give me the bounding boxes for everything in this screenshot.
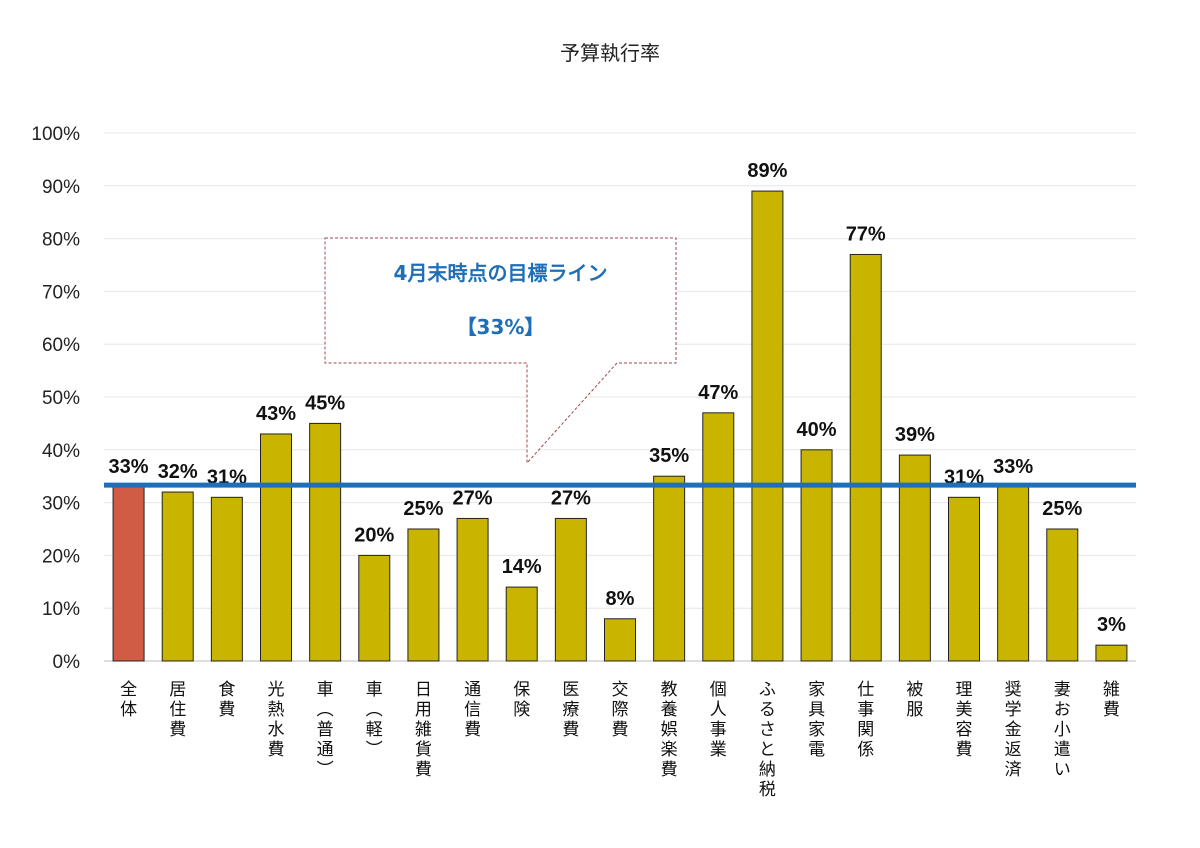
target-callout: 4月末時点の目標ライン 【33%】 <box>324 237 677 465</box>
x-tick-label: 車︵普通︶ <box>317 680 334 780</box>
y-tick-label: 50% <box>42 388 80 409</box>
bar <box>604 618 636 662</box>
x-tick-label: 仕事関係 <box>857 680 874 760</box>
data-label: 40% <box>797 419 837 441</box>
x-tick-label: 医療費 <box>562 680 579 740</box>
bar <box>505 586 538 662</box>
callout-line2: 【33%】 <box>457 315 545 339</box>
y-tick-label: 80% <box>42 230 80 251</box>
bar <box>210 496 243 662</box>
bar <box>702 412 735 662</box>
bar <box>407 528 440 662</box>
data-label: 47% <box>698 382 738 404</box>
bar <box>161 491 194 662</box>
callout-box <box>324 237 677 465</box>
data-label: 27% <box>453 487 493 509</box>
x-tick-label: 奨学金返済 <box>1005 680 1022 780</box>
data-label: 32% <box>158 461 198 483</box>
data-label: 20% <box>354 524 394 546</box>
bar <box>112 486 145 662</box>
bar <box>849 253 882 662</box>
bars <box>112 190 1128 662</box>
data-label: 89% <box>747 160 787 182</box>
x-tick-label: 全体 <box>120 680 137 720</box>
x-tick-label: 理美容費 <box>956 680 973 760</box>
data-label: 33% <box>109 456 149 478</box>
x-tick-label: 交際費 <box>612 680 629 740</box>
bar <box>997 486 1030 662</box>
data-label: 39% <box>895 424 935 446</box>
x-tick-label: 居住費 <box>169 680 186 740</box>
y-tick-label: 60% <box>42 335 80 356</box>
x-tick-label: 被服 <box>906 680 923 720</box>
y-tick-label: 100% <box>31 124 80 145</box>
data-label: 14% <box>502 556 542 578</box>
x-tick-label: 食費 <box>218 680 235 720</box>
bar <box>554 517 587 662</box>
data-label: 45% <box>305 392 345 414</box>
data-label: 43% <box>256 403 296 425</box>
bar <box>358 554 391 662</box>
bar <box>1095 644 1128 662</box>
data-label: 77% <box>846 223 886 245</box>
chart-title: 予算執行率 <box>560 41 660 65</box>
data-label: 35% <box>649 445 689 467</box>
x-tick-label: 個人事業 <box>710 680 727 760</box>
x-tick-label: 保険 <box>513 680 530 720</box>
bar <box>653 475 686 662</box>
data-labels: 33% 32% 31%43% 45%20%25% 27%14%27%8%35%47%89… <box>109 160 1127 636</box>
bar <box>1046 528 1079 662</box>
y-axis: 0% 10% 20% 30% 40% 50% 60% 70% 80% 90% 100% <box>31 124 80 673</box>
y-tick-label: 30% <box>42 494 80 515</box>
y-tick-label: 20% <box>42 546 80 567</box>
y-tick-label: 40% <box>42 441 80 462</box>
data-label: 3% <box>1097 614 1126 636</box>
data-label: 8% <box>606 588 635 610</box>
x-tick-label: 通信費 <box>464 680 481 740</box>
data-label: 27% <box>551 487 591 509</box>
x-axis: 全体 居住費 食費 光熱水費 車︵普通︶ 車︵軽︶ 日用雑貨費 通信費 保険 医療費 交際費 教養娯楽… <box>120 680 1120 800</box>
x-tick-label: 教養娯楽費 <box>661 680 678 780</box>
data-label: 33% <box>993 456 1033 478</box>
y-tick-label: 70% <box>42 282 80 303</box>
gridlines <box>104 132 1136 662</box>
callout-line1: 4月末時点の目標ライン <box>394 261 608 285</box>
bar <box>456 517 489 662</box>
x-tick-label: ふるさと納税 <box>759 680 776 800</box>
x-tick-label: 雑費 <box>1103 680 1120 720</box>
bar <box>898 454 931 662</box>
x-tick-label: 妻お小遣い <box>1054 680 1071 780</box>
x-tick-label: 家具家電 <box>808 680 825 760</box>
y-tick-label: 0% <box>53 652 81 673</box>
x-tick-label: 車︵軽︶ <box>366 680 383 760</box>
y-tick-label: 90% <box>42 177 80 198</box>
data-label: 25% <box>1042 498 1082 520</box>
bar <box>800 449 833 662</box>
y-tick-label: 10% <box>42 599 80 620</box>
bar <box>309 422 342 662</box>
bar <box>751 190 784 662</box>
x-tick-label: 光熱水費 <box>268 680 285 760</box>
bar <box>260 433 292 662</box>
x-tick-label: 日用雑貨費 <box>415 680 432 780</box>
data-label: 25% <box>403 498 443 520</box>
bar <box>948 496 980 662</box>
